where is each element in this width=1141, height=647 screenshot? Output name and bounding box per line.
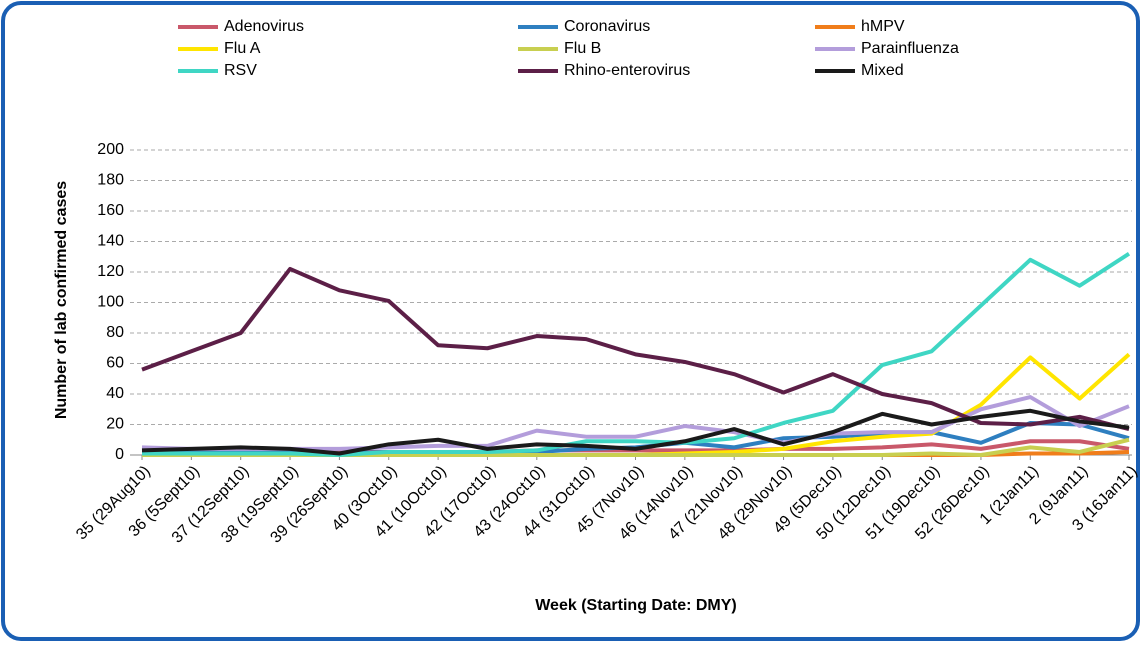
y-tick-label: 20 [106,416,124,433]
y-tick-label: 160 [97,202,124,219]
legend-label: Rhino-enterovirus [564,62,690,79]
x-axis-label: Week (Starting Date: DMY) [535,597,737,614]
series-line [142,252,1131,457]
y-tick-label: 60 [106,355,124,372]
series-line [141,266,1130,432]
y-tick-label: 120 [97,263,124,280]
legend-label: Parainfluenza [861,40,959,57]
y-axis-label: Number of lab confirmed cases [53,181,70,419]
legend-label: Coronavirus [564,18,650,35]
legend-label: Flu B [564,40,601,57]
y-tick-label: 180 [97,172,124,189]
series-line [141,408,1130,456]
legend-label: Flu A [224,40,261,57]
y-tick-label: 140 [97,233,124,250]
legend-label: hMPV [861,18,905,35]
legend-label: RSV [224,62,257,79]
y-tick-label: 200 [97,141,124,158]
y-tick-label: 0 [115,446,124,463]
y-tick-label: 40 [106,385,124,402]
legend-label: Adenovirus [224,18,304,35]
y-tick-label: 100 [97,294,124,311]
legend-label: Mixed [861,62,904,79]
y-tick-label: 80 [106,324,124,341]
